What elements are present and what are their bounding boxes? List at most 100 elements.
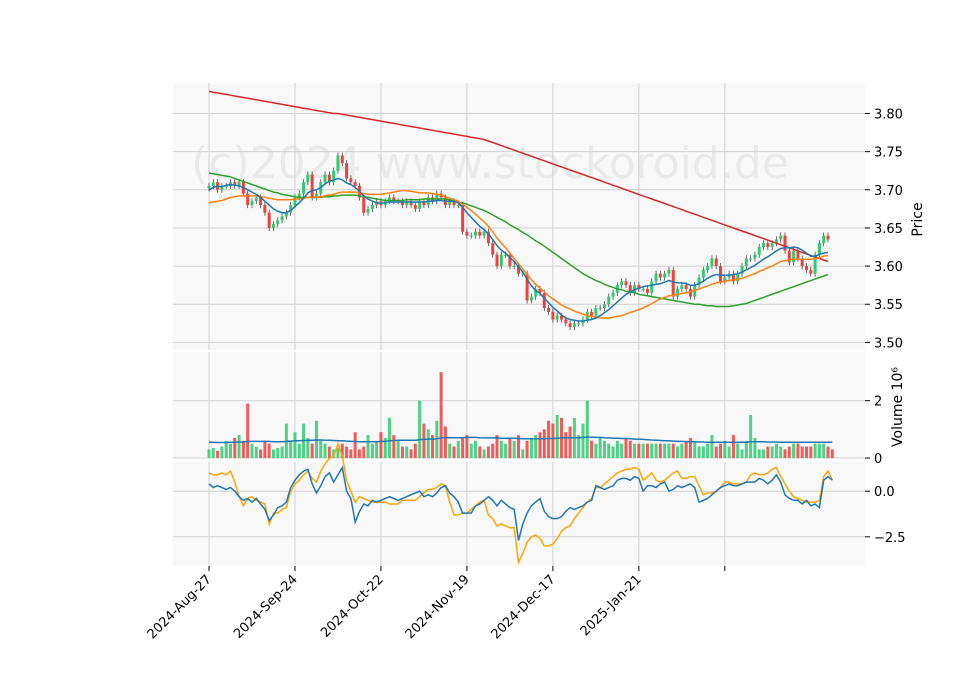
candle-body	[478, 231, 482, 236]
candle-body	[749, 258, 753, 260]
volume-bar	[564, 432, 568, 458]
volume-bar	[611, 446, 615, 458]
volume-bar	[336, 447, 340, 458]
volume-bar	[620, 443, 624, 458]
volume-bar	[439, 372, 443, 458]
volume-bar	[259, 449, 263, 458]
candle-body	[598, 308, 602, 310]
volume-bar	[211, 447, 215, 458]
volume-bar	[787, 446, 791, 458]
volume-bar	[521, 449, 525, 458]
volume-bar	[602, 440, 606, 458]
volume-bar	[474, 440, 478, 458]
volume-bar	[207, 449, 211, 458]
volume-bar	[637, 443, 641, 458]
volume-bar	[590, 440, 594, 458]
candle-body	[293, 197, 297, 206]
candle-body	[783, 235, 787, 251]
candle-body	[826, 235, 830, 240]
candle-body	[551, 311, 555, 320]
volume-bar	[456, 440, 460, 458]
volume-bar	[332, 449, 336, 458]
candle-body	[740, 266, 744, 274]
candle-body	[400, 201, 404, 206]
volume-bar	[551, 423, 555, 458]
candle-body	[409, 201, 413, 206]
volume-bar	[598, 437, 602, 458]
candle-body	[805, 266, 809, 270]
candle-body	[508, 254, 512, 267]
volume-bar	[757, 449, 761, 458]
candle-body	[435, 193, 439, 202]
volume-bar	[830, 449, 834, 458]
volume-bar	[233, 437, 237, 458]
candle-body	[336, 155, 340, 171]
candle-body	[547, 308, 551, 312]
candle-body	[366, 208, 370, 213]
volume-bar	[499, 440, 503, 458]
volume-bar	[504, 443, 508, 458]
candle-body	[521, 273, 525, 275]
candle-body	[276, 220, 280, 225]
price-y-tick-label: 3.80	[874, 108, 903, 123]
candle-body	[280, 216, 284, 221]
volume-bar	[469, 443, 473, 458]
price-y-tick-label: 3.55	[874, 298, 903, 313]
candle-body	[246, 193, 250, 206]
volume-bar	[370, 443, 374, 458]
candle-body	[542, 292, 546, 309]
candle-body	[349, 178, 353, 183]
price-y-tick-label: 3.65	[874, 222, 903, 237]
candle-body	[529, 296, 533, 301]
candle-body	[448, 201, 452, 206]
candle-body	[744, 258, 748, 267]
volume-axis-label: Volume 10⁶	[890, 367, 906, 447]
candle-body	[663, 273, 667, 278]
volume-average-line	[209, 436, 833, 444]
candle-body	[220, 185, 224, 190]
candle-body	[572, 323, 576, 328]
volume-bar	[297, 443, 301, 458]
volume-bar	[714, 446, 718, 458]
candle-body	[456, 205, 460, 207]
watermark: (c)2024 www.stockoroid.de	[191, 138, 789, 189]
candle-body	[792, 250, 796, 263]
candle-body	[525, 273, 529, 301]
price-y-tick-label: 3.75	[874, 146, 903, 161]
volume-bar	[633, 443, 637, 458]
candle-body	[370, 205, 374, 209]
volume-bar	[654, 443, 658, 458]
candle-body	[822, 235, 826, 244]
macd-y-tick-label: −2.5	[874, 531, 906, 546]
volume-bar	[392, 435, 396, 458]
volume-bar	[529, 437, 533, 458]
candle-body	[620, 281, 624, 286]
volume-bar	[817, 443, 821, 458]
candle-body	[697, 277, 701, 286]
volume-bar	[650, 443, 654, 458]
volume-bar	[237, 435, 241, 458]
volume-bar	[267, 443, 271, 458]
candle-body	[766, 243, 770, 248]
candle-body	[817, 243, 821, 255]
volume-bar	[448, 443, 452, 458]
candle-body	[340, 155, 344, 164]
candle-body	[607, 296, 611, 305]
candle-body	[345, 163, 349, 179]
candle-body	[671, 269, 675, 297]
volume-bar	[306, 437, 310, 458]
volume-bar	[663, 443, 667, 458]
volume-bar	[310, 443, 314, 458]
volume-bar	[688, 437, 692, 458]
volume-bar	[495, 435, 499, 458]
volume-bar	[345, 446, 349, 458]
candle-body	[237, 182, 241, 186]
volume-bar	[628, 440, 632, 458]
candle-body	[753, 254, 757, 259]
volume-bar	[340, 443, 344, 458]
candle-body	[796, 250, 800, 259]
candle-body	[486, 231, 490, 244]
candle-body	[667, 269, 671, 274]
candle-body	[465, 231, 469, 236]
